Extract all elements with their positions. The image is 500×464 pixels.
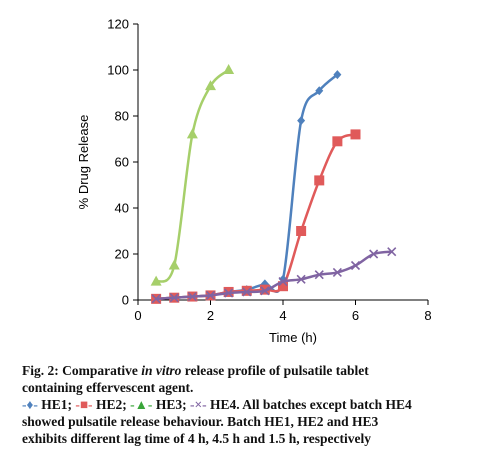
legend-he2-marker: -■- bbox=[75, 397, 93, 412]
data-point-he1 bbox=[315, 86, 324, 96]
data-point-he3 bbox=[205, 80, 216, 91]
legend-he1-label: HE1; bbox=[37, 397, 76, 412]
x-tick-label: 0 bbox=[134, 308, 141, 323]
series-he4 bbox=[151, 247, 397, 304]
data-point-he4 bbox=[296, 274, 306, 284]
data-point-he4 bbox=[278, 277, 288, 287]
x-tick-label: 2 bbox=[207, 308, 214, 323]
data-point-he3 bbox=[186, 128, 198, 139]
y-tick-label: 120 bbox=[107, 17, 129, 32]
y-axis-title: % Drug Release bbox=[76, 115, 91, 210]
caption-title-part-1: Comparative bbox=[58, 363, 142, 378]
data-point-he2 bbox=[350, 129, 361, 140]
chart-svg: 0 20 40 60 80 100 120 0 2 4 6 8 % Drug Release Time… bbox=[76, 17, 432, 346]
data-point-he4 bbox=[332, 267, 342, 277]
y-tick-label: 80 bbox=[115, 109, 129, 124]
series-layer bbox=[150, 64, 397, 304]
data-point-he4 bbox=[260, 286, 270, 296]
legend-he1-marker: -♦- bbox=[22, 397, 38, 412]
data-point-he4 bbox=[151, 294, 161, 304]
series-line-he3 bbox=[155, 68, 230, 283]
data-point-he2 bbox=[314, 175, 325, 186]
caption-title-part-2: release profile of pulsatile tablet bbox=[181, 363, 369, 378]
legend-he4-label: HE4. All batches except batch HE4 bbox=[206, 397, 412, 412]
data-point-he2 bbox=[278, 281, 288, 292]
data-point-he4 bbox=[387, 247, 397, 257]
data-point-he4 bbox=[205, 290, 216, 300]
series-he3 bbox=[150, 64, 235, 286]
caption-line-1: Fig. 2: Comparative in vitro release pro… bbox=[22, 362, 490, 379]
y-tick-label: 60 bbox=[115, 155, 129, 170]
caption-title-italic: in vitro bbox=[141, 363, 182, 378]
data-point-he3 bbox=[223, 64, 235, 74]
data-point-he4 bbox=[350, 260, 361, 271]
data-point-he4 bbox=[242, 287, 252, 297]
chart-axes: 0 20 40 60 80 100 120 0 2 4 6 8 bbox=[107, 17, 431, 324]
data-point-he4 bbox=[187, 291, 197, 302]
data-point-he4 bbox=[314, 270, 324, 280]
figure-label: Fig. 2: bbox=[22, 363, 59, 378]
series-line-he1 bbox=[156, 73, 339, 301]
data-point-he4 bbox=[169, 293, 179, 303]
y-tick-label: 0 bbox=[122, 293, 129, 308]
data-point-he1 bbox=[333, 70, 342, 80]
x-tick-label: 6 bbox=[352, 308, 359, 323]
y-tick-label: 20 bbox=[115, 247, 129, 262]
figure-caption: Fig. 2: Comparative in vitro release pro… bbox=[22, 362, 490, 447]
x-tick-label: 8 bbox=[424, 308, 431, 323]
caption-line-4: showed pulsatile release behaviour. Batc… bbox=[22, 414, 379, 429]
release-profile-chart: 0 20 40 60 80 100 120 0 2 4 6 8 % Drug Release Time… bbox=[76, 17, 432, 346]
data-point-he3 bbox=[150, 275, 162, 286]
caption-line-5: exhibits different lag time of 4 h, 4.5 … bbox=[22, 431, 371, 446]
legend-he3-marker: -▲- bbox=[130, 397, 153, 412]
data-point-he1 bbox=[297, 116, 306, 126]
series-he1 bbox=[152, 70, 342, 304]
y-tick-label: 100 bbox=[107, 63, 129, 78]
caption-line-2: containing effervescent agent. bbox=[22, 380, 194, 395]
y-tick-label: 40 bbox=[115, 201, 129, 216]
data-point-he4 bbox=[224, 288, 234, 298]
data-point-he2 bbox=[332, 136, 343, 147]
legend-he3-label: HE3; bbox=[152, 397, 190, 412]
legend-he2-label: HE2; bbox=[92, 397, 131, 412]
data-point-he4 bbox=[369, 249, 379, 259]
x-tick-label: 4 bbox=[279, 308, 286, 323]
caption-legend-line: -♦- HE1; -■- HE2; -▲- HE3; -×- HE4. All … bbox=[22, 396, 490, 413]
data-point-he3 bbox=[168, 259, 180, 270]
data-point-he2 bbox=[296, 226, 307, 236]
x-axis-title: Time (h) bbox=[269, 330, 317, 345]
legend-he4-marker: -×- bbox=[189, 397, 207, 412]
